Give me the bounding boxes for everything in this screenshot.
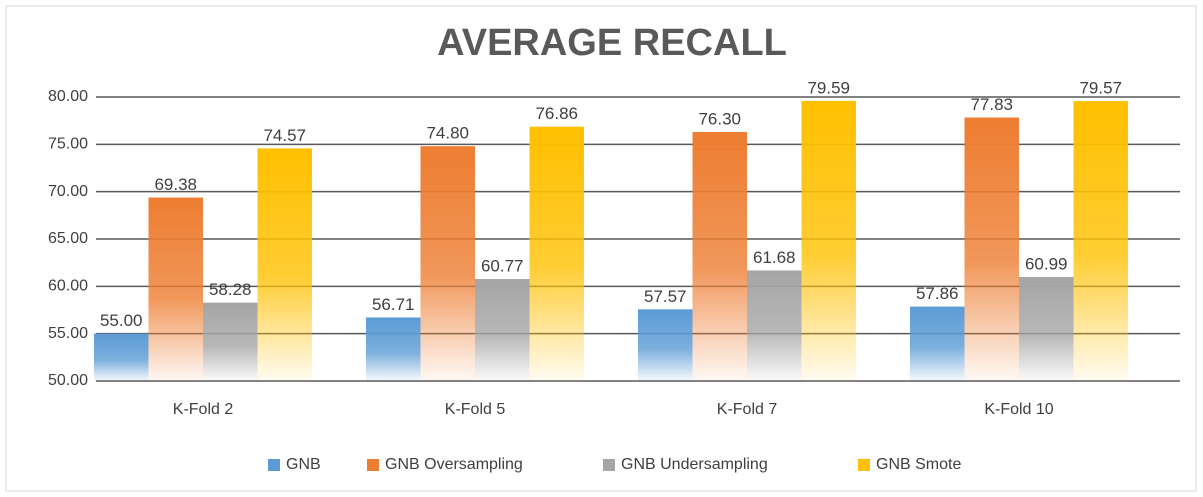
bar <box>1073 101 1128 381</box>
x-tick-label: K-Fold 10 <box>984 401 1053 418</box>
bar <box>692 132 747 381</box>
legend-label: GNB Undersampling <box>621 456 768 473</box>
bar <box>801 100 856 381</box>
bar <box>420 146 475 381</box>
bar <box>257 148 312 381</box>
legend-swatch <box>858 459 870 471</box>
value-label: 76.86 <box>535 104 578 123</box>
bar <box>1019 276 1074 381</box>
chart-title: AVERAGE RECALL <box>437 22 787 64</box>
bar <box>910 306 965 381</box>
bar <box>529 126 584 381</box>
y-tick-label: 60.00 <box>48 278 88 295</box>
legend-label: GNB <box>286 456 321 473</box>
value-label: 55.00 <box>100 311 143 330</box>
value-label: 79.59 <box>807 78 850 97</box>
x-tick-label: K-Fold 2 <box>173 401 234 418</box>
legend-swatch <box>268 459 280 471</box>
value-label: 79.57 <box>1079 79 1122 98</box>
bar <box>94 333 149 381</box>
y-tick-label: 50.00 <box>48 372 88 389</box>
bar <box>203 302 258 381</box>
value-label: 76.30 <box>698 110 741 129</box>
bar <box>747 270 802 381</box>
value-label: 74.80 <box>426 124 469 143</box>
value-label: 57.57 <box>644 287 687 306</box>
legend-swatch <box>603 459 615 471</box>
value-label: 69.38 <box>154 175 197 194</box>
bar <box>366 317 421 381</box>
y-tick-label: 75.00 <box>48 136 88 153</box>
legend-label: GNB Smote <box>876 456 961 473</box>
y-tick-label: 65.00 <box>48 230 88 247</box>
bar <box>475 279 530 381</box>
value-label: 74.57 <box>263 126 306 145</box>
legend-label: GNB Oversampling <box>385 456 523 473</box>
bar <box>148 197 203 381</box>
value-label: 60.99 <box>1025 254 1068 273</box>
value-label: 58.28 <box>209 280 252 299</box>
legend-swatch <box>367 459 379 471</box>
y-tick-label: 55.00 <box>48 325 88 342</box>
y-tick-label: 80.00 <box>48 88 88 105</box>
value-label: 61.68 <box>753 248 796 267</box>
value-label: 77.83 <box>970 95 1013 114</box>
value-label: 57.86 <box>916 284 959 303</box>
value-label: 56.71 <box>372 295 415 314</box>
bar <box>638 309 693 381</box>
bar <box>964 117 1019 381</box>
value-label: 60.77 <box>481 257 524 276</box>
x-tick-label: K-Fold 7 <box>717 401 778 418</box>
y-tick-label: 70.00 <box>48 183 88 200</box>
x-tick-label: K-Fold 5 <box>445 401 506 418</box>
